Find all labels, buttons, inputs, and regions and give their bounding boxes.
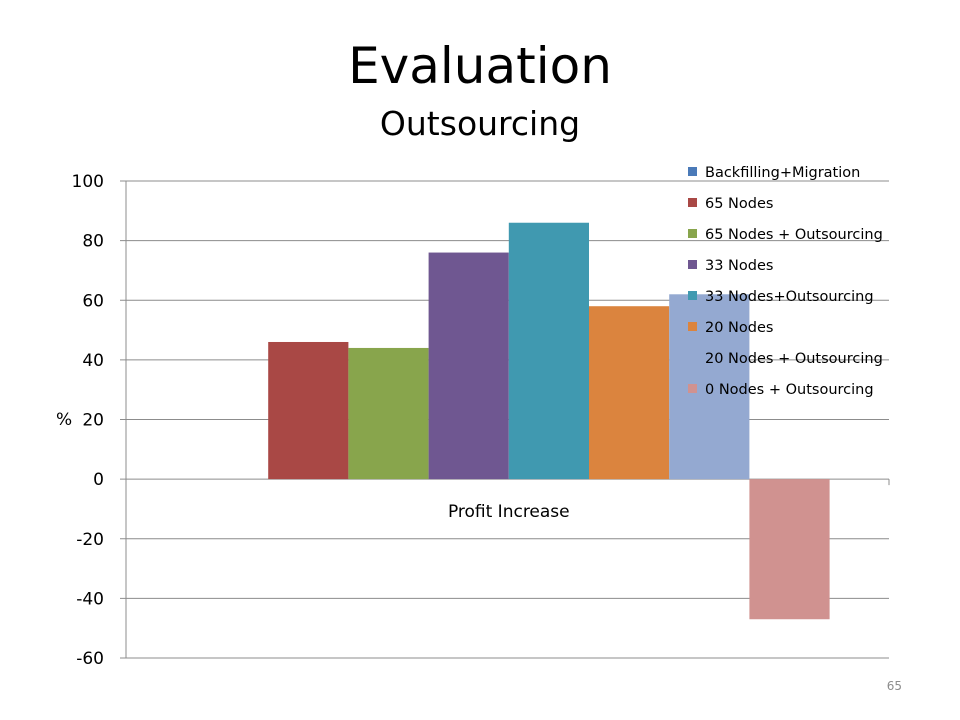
legend-swatch bbox=[688, 260, 697, 269]
y-tick-label: 80 bbox=[82, 232, 104, 252]
y-tick-label: -60 bbox=[76, 649, 104, 669]
page-number: 65 bbox=[886, 679, 902, 693]
legend-label: Backfilling+Migration bbox=[705, 165, 860, 181]
y-tick-label: -20 bbox=[76, 530, 104, 550]
axes: 100 80 60 40 20 0 -20 -40 -60% Profit Increase bbox=[56, 172, 890, 669]
y-tick-label: 20 bbox=[82, 411, 104, 431]
bar bbox=[348, 347, 429, 480]
y-tick-label: 40 bbox=[82, 351, 104, 371]
legend-swatch bbox=[688, 384, 697, 393]
bars bbox=[268, 222, 830, 620]
bar bbox=[749, 479, 830, 620]
legend-swatch bbox=[688, 167, 697, 176]
slide-title: Evaluation bbox=[348, 37, 612, 95]
bar bbox=[669, 294, 750, 480]
legend-label: 20 Nodes + Outsourcing bbox=[705, 351, 883, 367]
legend: Backfilling+Migration 65 Nodes 65 Nodes + … bbox=[688, 165, 883, 398]
y-tick-label: 60 bbox=[82, 291, 104, 311]
slide-subtitle: Outsourcing bbox=[379, 104, 581, 143]
legend-label: 65 Nodes bbox=[705, 196, 773, 212]
y-tick-label: 0 bbox=[93, 470, 104, 490]
y-tick-label: 100 bbox=[72, 172, 104, 192]
legend-label: 65 Nodes + Outsourcing bbox=[705, 227, 883, 243]
legend-label: 0 Nodes + Outsourcing bbox=[705, 382, 874, 398]
legend-swatch bbox=[688, 353, 697, 362]
legend-swatch bbox=[688, 229, 697, 238]
bar bbox=[268, 341, 349, 480]
legend-label: 20 Nodes bbox=[705, 320, 773, 336]
x-category-label: Profit Increase bbox=[448, 502, 570, 522]
legend-label: 33 Nodes+Outsourcing bbox=[705, 289, 874, 305]
legend-swatch bbox=[688, 291, 697, 300]
bar bbox=[428, 252, 509, 480]
legend-label: 33 Nodes bbox=[705, 258, 773, 274]
legend-swatch bbox=[688, 322, 697, 331]
y-tick-label: -40 bbox=[76, 589, 104, 609]
y-axis-label: % bbox=[56, 410, 72, 430]
legend-swatch bbox=[688, 198, 697, 207]
bar bbox=[508, 222, 589, 480]
bar bbox=[589, 306, 670, 480]
